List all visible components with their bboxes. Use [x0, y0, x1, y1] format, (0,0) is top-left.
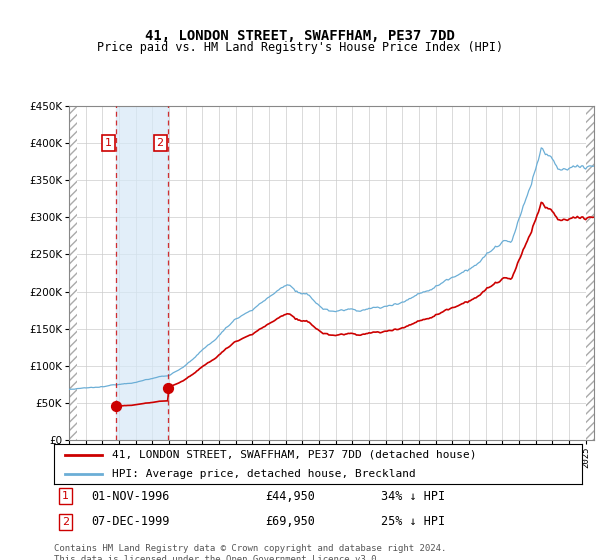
Text: 2: 2: [157, 138, 164, 148]
Text: HPI: Average price, detached house, Breckland: HPI: Average price, detached house, Brec…: [112, 469, 416, 478]
Text: 41, LONDON STREET, SWAFFHAM, PE37 7DD (detached house): 41, LONDON STREET, SWAFFHAM, PE37 7DD (d…: [112, 450, 476, 460]
Bar: [586, 106, 600, 440]
Text: 2: 2: [62, 517, 69, 527]
Text: 25% ↓ HPI: 25% ↓ HPI: [382, 515, 445, 529]
Text: £69,950: £69,950: [265, 515, 315, 529]
Text: Price paid vs. HM Land Registry's House Price Index (HPI): Price paid vs. HM Land Registry's House …: [97, 41, 503, 54]
Text: 07-DEC-1999: 07-DEC-1999: [91, 515, 169, 529]
Point: [112, 402, 121, 411]
Text: 34% ↓ HPI: 34% ↓ HPI: [382, 489, 445, 503]
Text: £44,950: £44,950: [265, 489, 315, 503]
Text: Contains HM Land Registry data © Crown copyright and database right 2024.
This d: Contains HM Land Registry data © Crown c…: [54, 544, 446, 560]
Bar: [69, 106, 77, 440]
Bar: [116, 106, 167, 440]
Text: 1: 1: [105, 138, 112, 148]
Text: 41, LONDON STREET, SWAFFHAM, PE37 7DD: 41, LONDON STREET, SWAFFHAM, PE37 7DD: [145, 29, 455, 44]
Point: [163, 384, 172, 393]
Text: 01-NOV-1996: 01-NOV-1996: [91, 489, 169, 503]
Text: 1: 1: [62, 491, 69, 501]
